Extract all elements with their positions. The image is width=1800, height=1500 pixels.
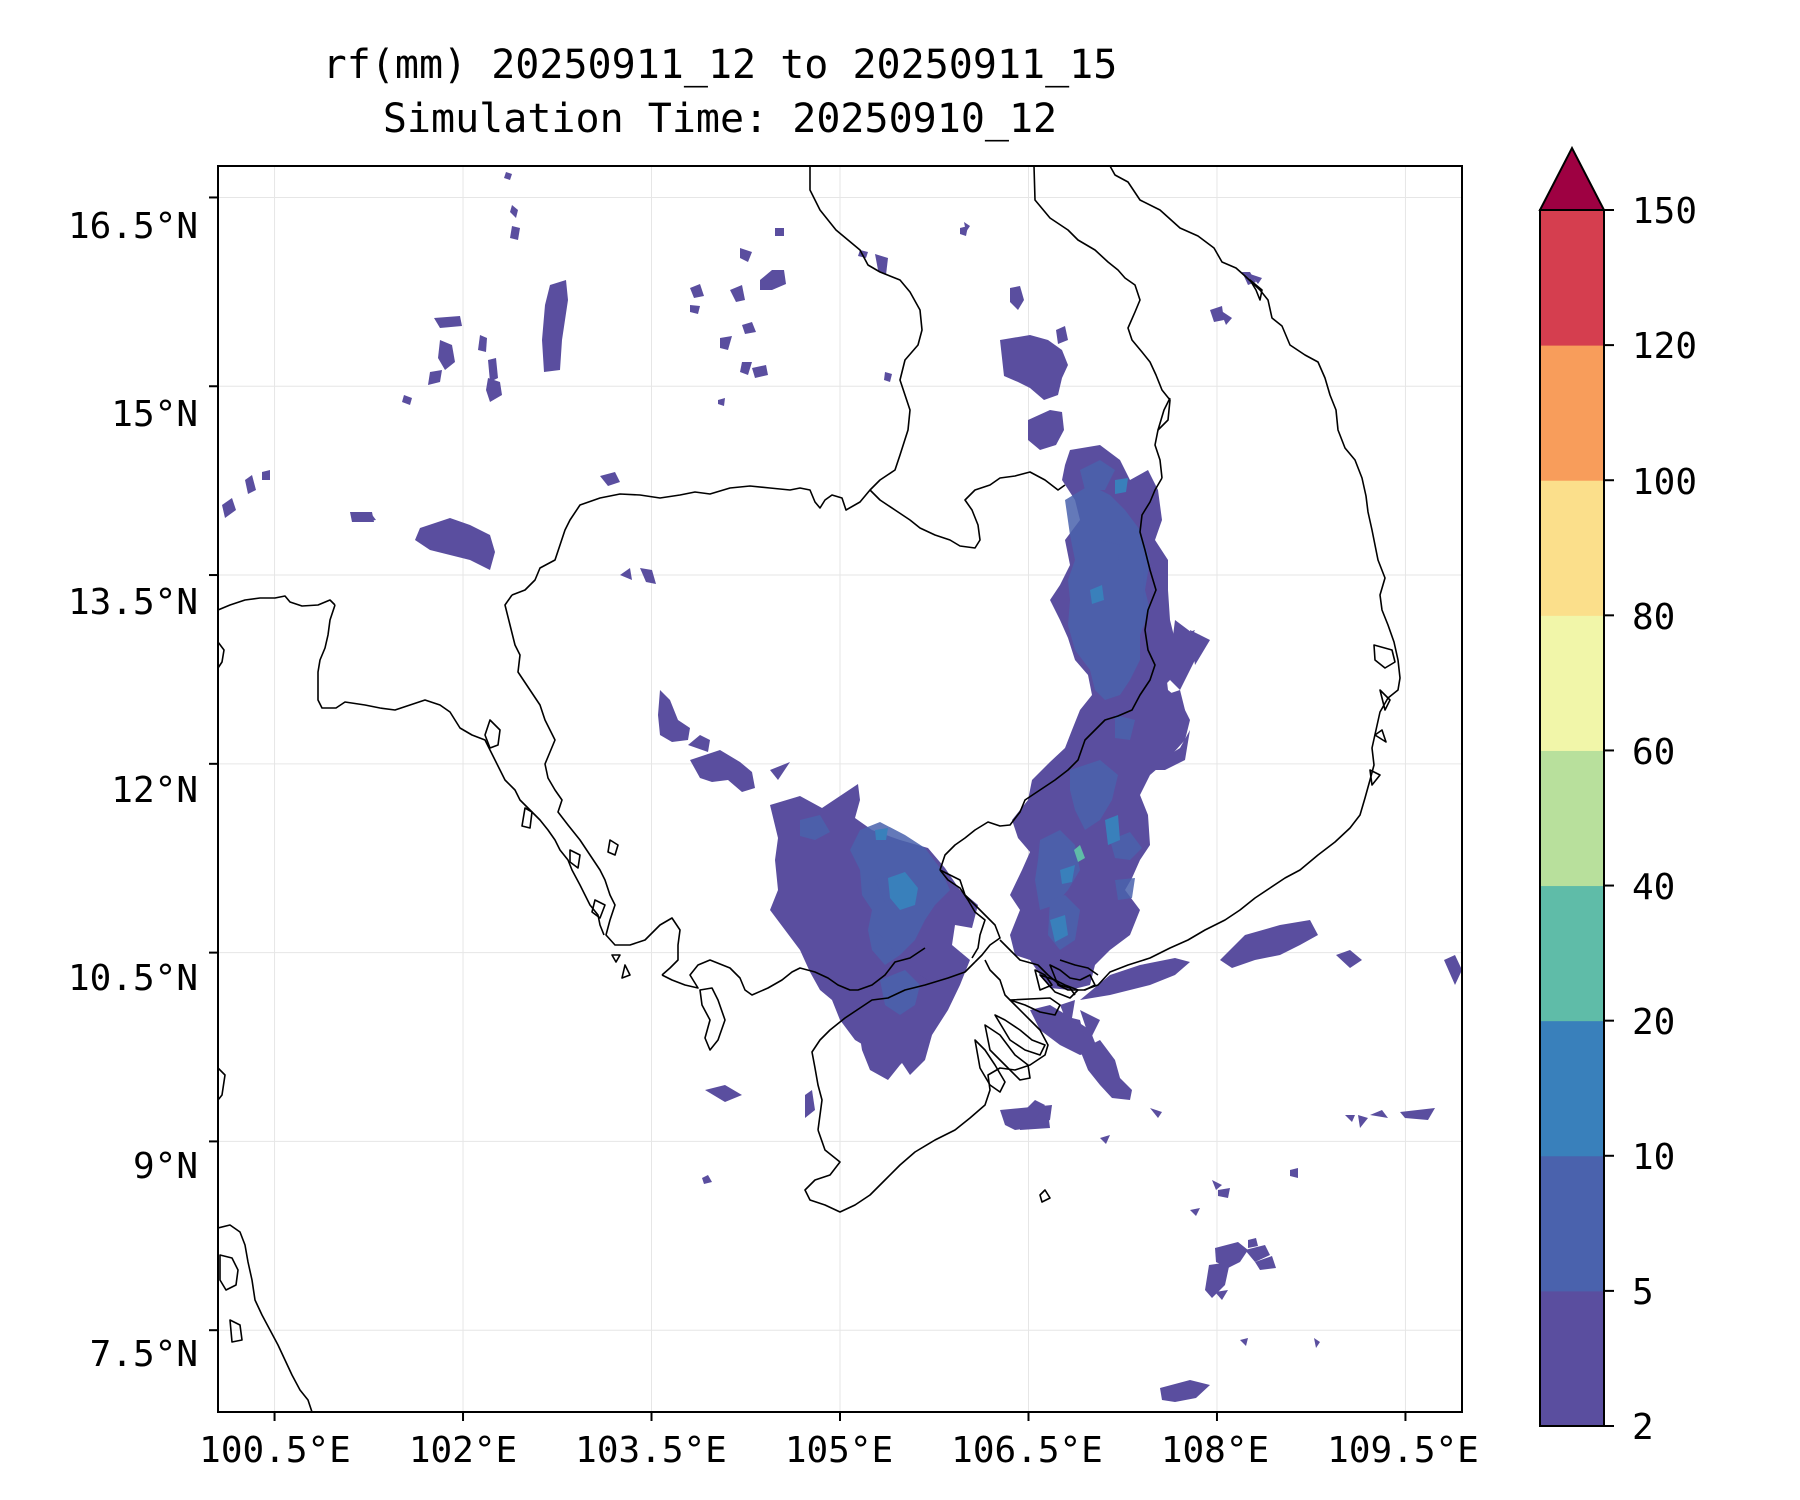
colorbar-segment (1540, 345, 1604, 481)
colorbar-segment (1540, 1155, 1604, 1292)
lat-tick-label: 12°N (111, 770, 198, 811)
colorbar-label: 10 (1632, 1137, 1675, 1178)
lat-tick-label: 13.5°N (68, 582, 198, 623)
gridlines (218, 166, 1462, 1412)
lon-tick-label: 100.5°E (199, 1430, 351, 1471)
colorbar-label: 120 (1632, 326, 1697, 367)
colorbar-extend-arrow (1538, 145, 1606, 211)
lat-tick-label: 9°N (133, 1146, 198, 1187)
lat-tick-label: 10.5°N (68, 958, 198, 999)
rainfall-field (222, 172, 1462, 1402)
map-title: rf(mm) 20250911_12 to 20250911_15 Simula… (0, 38, 1440, 146)
lat-tick-label: 7.5°N (90, 1334, 198, 1375)
lon-tick-label: 108°E (1161, 1430, 1269, 1471)
lon-tick-label: 103.5°E (575, 1430, 727, 1471)
colorbar-segment (1540, 750, 1604, 887)
lon-tick-label: 102°E (409, 1430, 517, 1471)
lat-tick-labels: 16.5°N 15°N 13.5°N 12°N 10.5°N 9°N 7.5°N (68, 206, 198, 1375)
coastlines-borders (218, 166, 1401, 1412)
colorbar-ticks (1604, 209, 1614, 1427)
lon-tick-label: 105°E (785, 1430, 893, 1471)
colorbar-label: 150 (1632, 191, 1697, 232)
lon-tick-label: 106.5°E (951, 1430, 1103, 1471)
colorbar: 150 120 100 80 60 40 20 10 5 2 (1538, 145, 1697, 1448)
colorbar-label: 100 (1632, 462, 1697, 503)
title-line-2: Simulation Time: 20250910_12 (382, 96, 1058, 142)
colorbar-label: 60 (1632, 732, 1675, 773)
lon-tick-labels: 100.5°E 102°E 103.5°E 105°E 106.5°E 108°… (199, 1430, 1479, 1471)
colorbar-segment (1540, 1020, 1604, 1157)
rainfall-level-10-20 (875, 478, 1128, 942)
colorbar-label: 2 (1632, 1407, 1654, 1448)
colorbar-segment (1540, 615, 1604, 751)
colorbar-label: 20 (1632, 1002, 1675, 1043)
colorbar-frame (1539, 209, 1605, 1427)
colorbar-label: 40 (1632, 867, 1675, 908)
colorbar-segment (1540, 210, 1604, 346)
title-line-1: rf(mm) 20250911_12 to 20250911_15 (322, 42, 1118, 88)
lat-tick-label: 16.5°N (68, 206, 198, 247)
plot-area (217, 165, 1463, 1413)
lon-tick-label: 109.5°E (1327, 1430, 1479, 1471)
colorbar-segment (1540, 885, 1604, 1022)
rainfall-level-20-40 (1074, 845, 1085, 862)
colorbar-segment (1540, 1290, 1604, 1427)
colorbar-segments (1540, 210, 1604, 1427)
colorbar-label: 5 (1632, 1272, 1654, 1313)
colorbar-labels: 150 120 100 80 60 40 20 10 5 2 (1632, 191, 1697, 1448)
axis-ticks (209, 196, 1407, 1421)
colorbar-segment (1540, 480, 1604, 616)
colorbar-label: 80 (1632, 597, 1675, 638)
lat-tick-label: 15°N (111, 394, 198, 435)
